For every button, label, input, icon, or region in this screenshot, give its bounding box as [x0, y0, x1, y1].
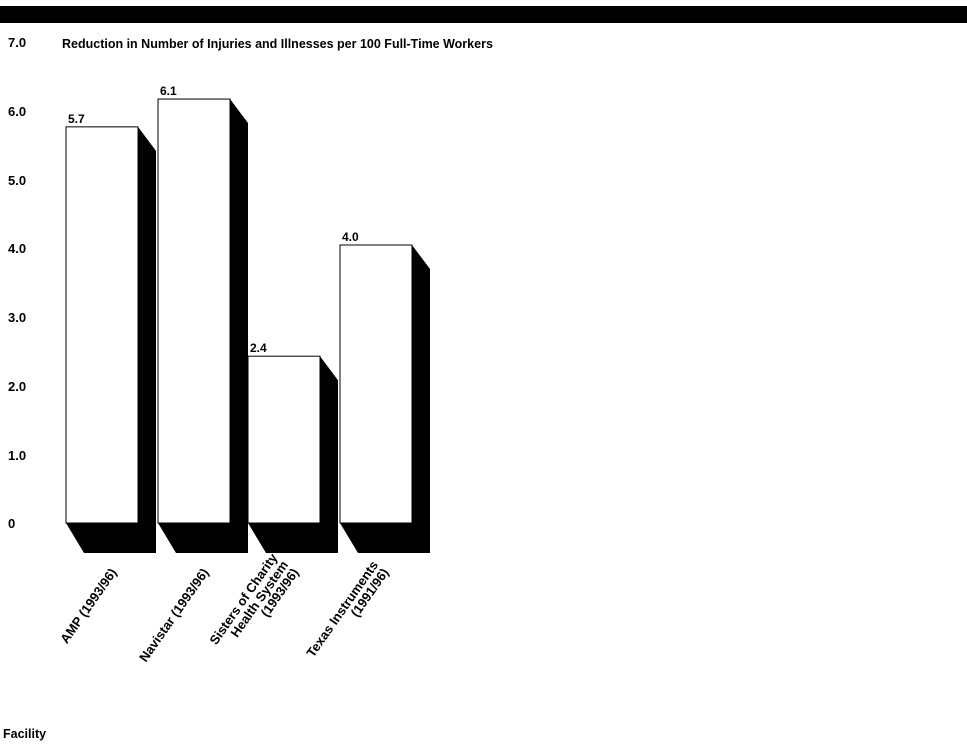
bar [339, 244, 413, 524]
y-tick-label: 5.0 [8, 173, 26, 188]
value-label: 2.4 [250, 341, 267, 355]
x-tick-labels: AMP (1993/96) Navistar (1993/96)Sisters o… [57, 550, 392, 665]
x-tick-label-line: Texas Instruments [303, 558, 381, 660]
value-label: 4.0 [342, 230, 359, 244]
x-tick-label-line: AMP (1993/96) [57, 565, 120, 646]
bars [65, 98, 430, 554]
x-axis-title: Facility [3, 727, 47, 741]
y-tick-label: 6.0 [8, 104, 26, 119]
x-tick-label-line: Navistar (1993/96) [136, 565, 212, 664]
x-tick-label: Navistar (1993/96) [136, 565, 212, 664]
value-label: 5.7 [68, 112, 85, 126]
y-tick-label: 7.0 [8, 35, 26, 50]
x-tick-label: Texas Instruments(1991/96) [303, 558, 391, 660]
y-tick-label: 2.0 [8, 379, 26, 394]
y-axis-ticks: 0 1.0 2.0 3.0 4.0 5.0 6.0 7.0 [8, 35, 26, 531]
top-rule-bar [0, 6, 967, 23]
y-tick-label: 3.0 [8, 310, 26, 325]
x-tick-label: AMP (1993/96) [57, 565, 120, 646]
y-tick-label: 1.0 [8, 448, 26, 463]
y-tick-label: 0 [8, 516, 15, 531]
value-labels: 5.7 6.1 2.4 4.0 [68, 84, 359, 355]
value-label: 6.1 [160, 84, 177, 98]
chart-title: Reduction in Number of Injuries and Illn… [62, 37, 493, 51]
bar [65, 126, 139, 524]
y-tick-label: 4.0 [8, 241, 26, 256]
bar [247, 355, 321, 524]
bar [157, 98, 231, 524]
